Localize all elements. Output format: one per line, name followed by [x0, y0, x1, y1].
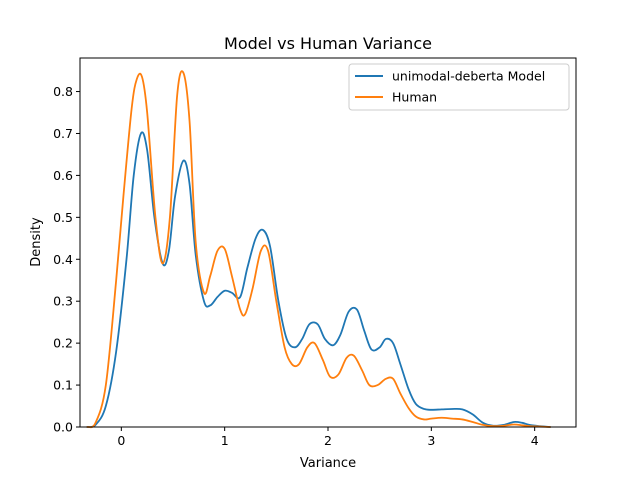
y-tick-label: 0.4: [53, 252, 73, 267]
x-axis-ticks: 0 1 2 3 4: [117, 427, 539, 448]
x-axis-label: Variance: [300, 456, 356, 471]
x-tick-label: 1: [221, 433, 229, 448]
y-tick-label: 0.5: [53, 210, 73, 225]
chart-title: Model vs Human Variance: [224, 34, 432, 53]
y-tick-label: 0.7: [53, 126, 73, 141]
legend-box: [348, 63, 570, 111]
legend: unimodal-deberta Model Human: [348, 63, 570, 111]
plot-series: [86, 70, 552, 429]
y-tick-label: 0.0: [53, 420, 73, 435]
x-tick-label: 4: [531, 433, 539, 448]
y-tick-label: 0.8: [53, 84, 73, 99]
x-tick-label: 3: [427, 433, 435, 448]
y-tick-label: 0.3: [53, 294, 73, 309]
legend-label-model: unimodal-deberta Model: [392, 69, 545, 84]
y-tick-label: 0.2: [53, 336, 73, 351]
y-axis-ticks: 0.0 0.1 0.2 0.3 0.4 0.5 0.6 0.7 0.8: [53, 84, 80, 435]
legend-label-human: Human: [392, 90, 437, 105]
series-line-human: [86, 70, 552, 429]
x-tick-label: 2: [324, 433, 332, 448]
y-tick-label: 0.6: [53, 168, 73, 183]
y-tick-label: 0.1: [53, 378, 73, 393]
y-axis-label: Density: [29, 217, 44, 267]
x-tick-label: 0: [117, 433, 125, 448]
